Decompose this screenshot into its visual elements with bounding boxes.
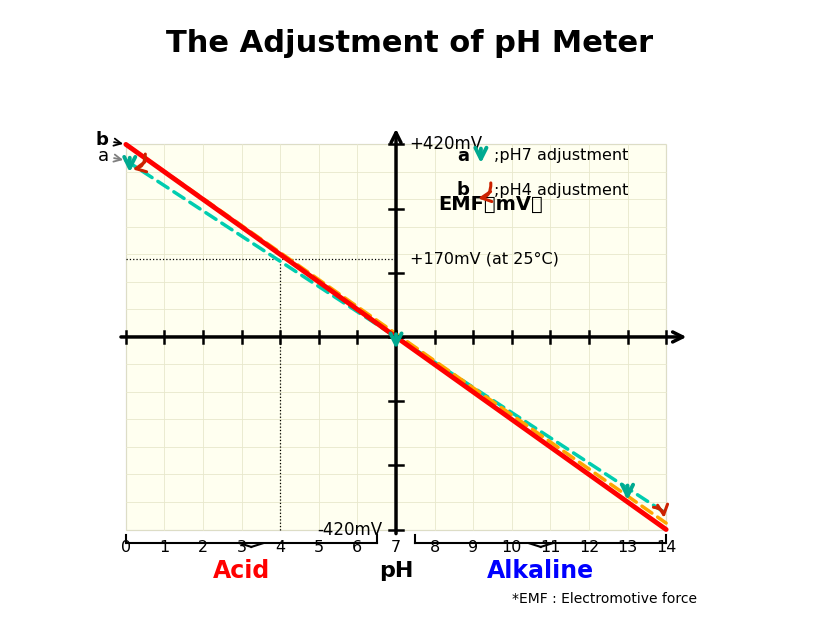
Text: +420mV: +420mV: [409, 135, 482, 154]
Text: a: a: [97, 147, 121, 165]
Text: *EMF : Electromotive force: *EMF : Electromotive force: [511, 592, 696, 606]
Text: 13: 13: [617, 540, 637, 555]
Text: -420mV: -420mV: [317, 520, 382, 539]
Text: 6: 6: [352, 540, 362, 555]
Bar: [126, 144, 665, 530]
Text: The Adjustment of pH Meter: The Adjustment of pH Meter: [166, 29, 653, 58]
Text: 8: 8: [429, 540, 439, 555]
Text: 1: 1: [159, 540, 170, 555]
Text: a: a: [457, 147, 468, 165]
Text: b: b: [456, 181, 468, 199]
Text: 11: 11: [540, 540, 560, 555]
FancyArrowPatch shape: [136, 154, 147, 172]
Text: 9: 9: [468, 540, 477, 555]
Text: pH: pH: [378, 561, 413, 581]
Text: 12: 12: [578, 540, 599, 555]
FancyArrowPatch shape: [653, 504, 667, 515]
Text: 4: 4: [275, 540, 285, 555]
Text: 2: 2: [197, 540, 208, 555]
Text: 0: 0: [120, 540, 131, 555]
Text: Alkaline: Alkaline: [486, 559, 594, 583]
Text: EMF（mV）: EMF（mV）: [438, 195, 542, 213]
Text: +170mV (at 25°C): +170mV (at 25°C): [409, 251, 558, 266]
Text: 5: 5: [314, 540, 324, 555]
Text: 7: 7: [391, 540, 400, 555]
Text: Acid: Acid: [213, 559, 270, 583]
Text: 10: 10: [501, 540, 522, 555]
Text: ;pH7 adjustment: ;pH7 adjustment: [494, 149, 628, 163]
Text: ;pH4 adjustment: ;pH4 adjustment: [494, 183, 628, 198]
Text: 3: 3: [237, 540, 247, 555]
Text: 14: 14: [655, 540, 676, 555]
Text: b: b: [96, 131, 121, 149]
FancyArrowPatch shape: [481, 183, 491, 202]
